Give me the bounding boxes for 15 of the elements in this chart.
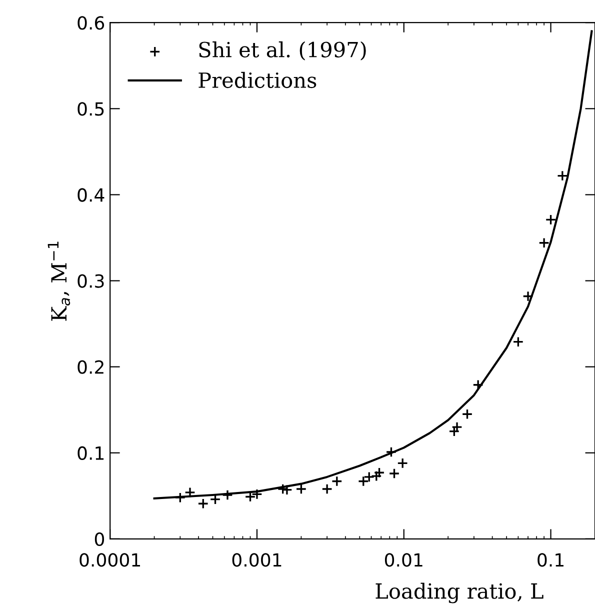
legend-label: Predictions bbox=[198, 72, 316, 88]
y-tick-label: 0.6 bbox=[78, 16, 104, 30]
y-tick-label: 0.3 bbox=[78, 274, 104, 288]
x-tick-label: 0.01 bbox=[384, 553, 422, 567]
x-tick-label: 0.1 bbox=[538, 553, 564, 567]
x-tick-label: 0.001 bbox=[232, 553, 282, 567]
y-tick-label: 0.1 bbox=[78, 446, 104, 460]
y-axis-title: K$_{a}$, M$^{−1}$ bbox=[48, 242, 70, 321]
y-tick-label: 0 bbox=[94, 532, 104, 546]
legend-label: Shi et al. (1997) bbox=[199, 41, 366, 60]
x-tick-label: 0.0001 bbox=[80, 553, 140, 567]
y-tick-label: 0.5 bbox=[78, 102, 104, 116]
y-tick-label: 0.2 bbox=[78, 360, 104, 374]
y-tick-label: 0.4 bbox=[78, 188, 104, 202]
x-axis-title: Loading ratio, L bbox=[376, 582, 544, 604]
